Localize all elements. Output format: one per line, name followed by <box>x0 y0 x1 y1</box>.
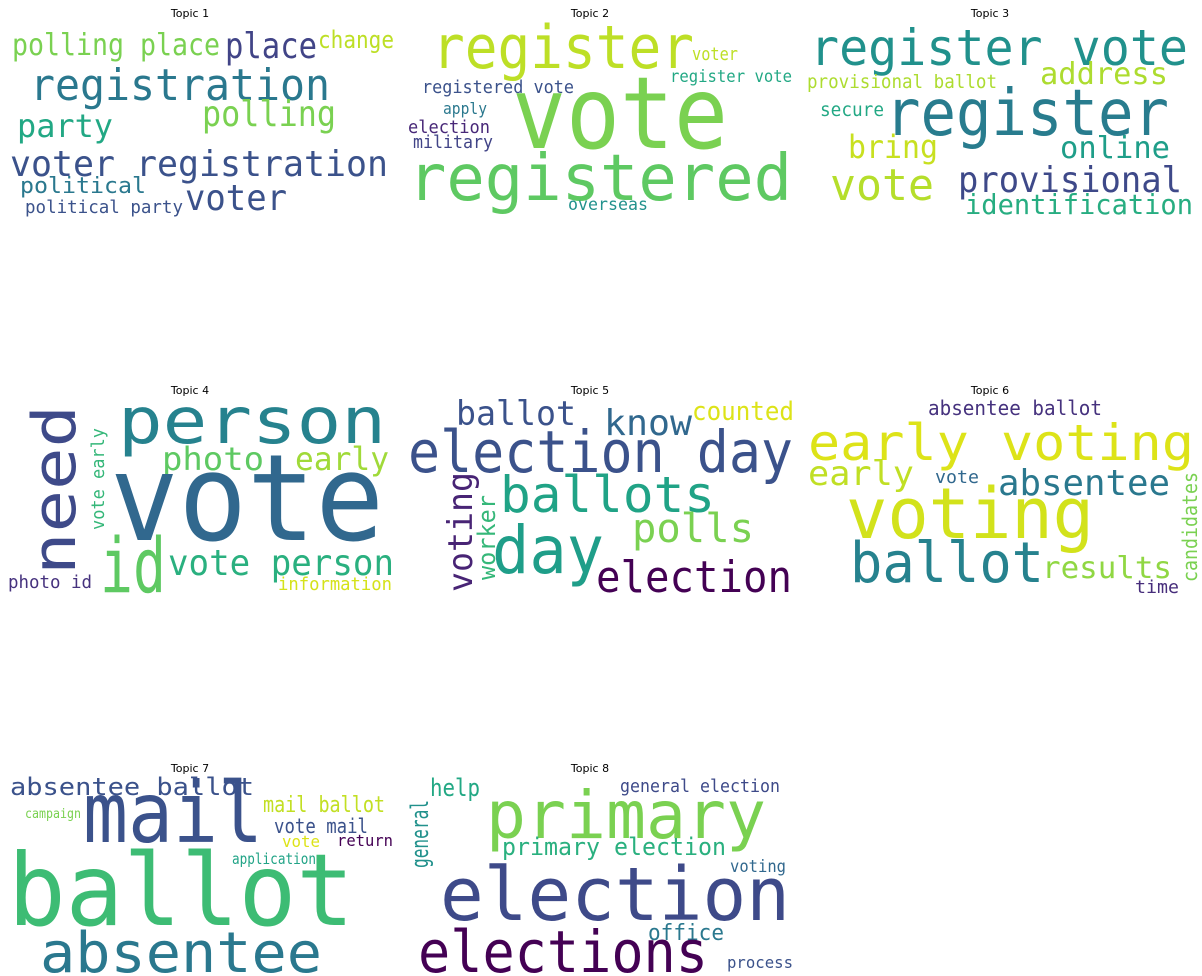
word: time <box>1135 577 1179 598</box>
word: ballots <box>500 466 715 524</box>
topic-title: Topic 3 <box>970 7 1009 20</box>
word: vote <box>110 430 384 569</box>
word: election <box>440 852 790 938</box>
word: polling <box>202 94 336 135</box>
topic-title: Topic 4 <box>170 384 209 397</box>
word: absentee <box>40 921 322 976</box>
word: process <box>727 953 793 972</box>
word: election day <box>408 418 793 486</box>
word: absentee ballot <box>10 773 254 801</box>
word: registered vote <box>422 77 574 98</box>
word: party <box>17 107 113 145</box>
word: election <box>408 117 490 138</box>
word: photo id <box>8 572 92 593</box>
word: early voting <box>808 414 1194 472</box>
word: apply <box>443 99 487 118</box>
topic-title: Topic 5 <box>570 384 609 397</box>
word: ballot <box>8 832 354 949</box>
word: person <box>118 385 386 459</box>
topic-title: Topic 1 <box>170 7 209 20</box>
word: voting <box>846 473 1094 555</box>
word: bring <box>848 128 938 166</box>
word: absentee <box>998 463 1170 504</box>
word: worker <box>473 495 501 580</box>
word: candidates <box>1178 472 1202 582</box>
word: campaign <box>25 807 81 822</box>
word: register <box>885 77 1169 151</box>
word: ballot <box>456 394 576 434</box>
word: id <box>100 521 166 610</box>
word: voter <box>692 44 738 65</box>
word: voting <box>730 857 786 877</box>
word: voter <box>185 178 287 219</box>
word: voting <box>441 472 481 592</box>
word: help <box>430 774 480 802</box>
word: results <box>1042 551 1172 586</box>
word: voter registration <box>10 144 388 185</box>
word: primary <box>486 777 766 854</box>
word: provisional <box>958 160 1182 201</box>
word: need <box>20 405 90 575</box>
word: vote <box>512 55 728 172</box>
word: mail ballot <box>263 793 385 818</box>
word: register <box>432 13 694 83</box>
word: general election <box>620 776 780 797</box>
word: polling place <box>12 28 220 63</box>
word: know <box>604 403 692 444</box>
topic-title: Topic 6 <box>970 384 1009 397</box>
word: general <box>406 800 434 868</box>
word: day <box>492 512 604 589</box>
word: ballot <box>850 531 1044 596</box>
word: vote <box>935 467 979 488</box>
word: online <box>1060 131 1170 166</box>
word: vote early <box>88 428 109 530</box>
word: political <box>20 174 146 199</box>
word: vote <box>830 160 934 211</box>
word: vote <box>282 832 320 851</box>
word: mail <box>83 764 263 862</box>
word: election <box>596 552 792 603</box>
word: registration <box>30 60 330 111</box>
word: polls <box>632 506 754 552</box>
word: early <box>295 440 389 478</box>
word: place <box>225 26 317 67</box>
word: political party <box>25 197 183 218</box>
word: return <box>337 831 393 850</box>
word: early <box>808 454 914 494</box>
word: photo <box>162 440 264 478</box>
word: overseas <box>568 195 648 215</box>
word: application <box>232 850 316 868</box>
word: identification <box>965 188 1193 221</box>
word: absentee ballot <box>928 396 1102 420</box>
topic-title: Topic 8 <box>570 762 609 775</box>
word: office <box>648 921 724 946</box>
topic-title: Topic 7 <box>170 762 209 775</box>
word: elections <box>418 918 708 976</box>
word: registered <box>408 142 792 216</box>
word: secure <box>820 99 884 121</box>
word: change <box>318 26 394 54</box>
word: register vote <box>810 19 1188 77</box>
word: provisional ballot <box>807 71 997 93</box>
word: vote mail <box>274 814 368 838</box>
topic-title: Topic 2 <box>570 7 609 20</box>
word: primary election <box>502 833 726 861</box>
word: military <box>413 132 493 153</box>
word: information <box>278 574 392 595</box>
word: counted <box>692 397 794 427</box>
word: address <box>1040 57 1168 92</box>
word: vote person <box>168 543 394 584</box>
word: register vote <box>670 67 792 87</box>
